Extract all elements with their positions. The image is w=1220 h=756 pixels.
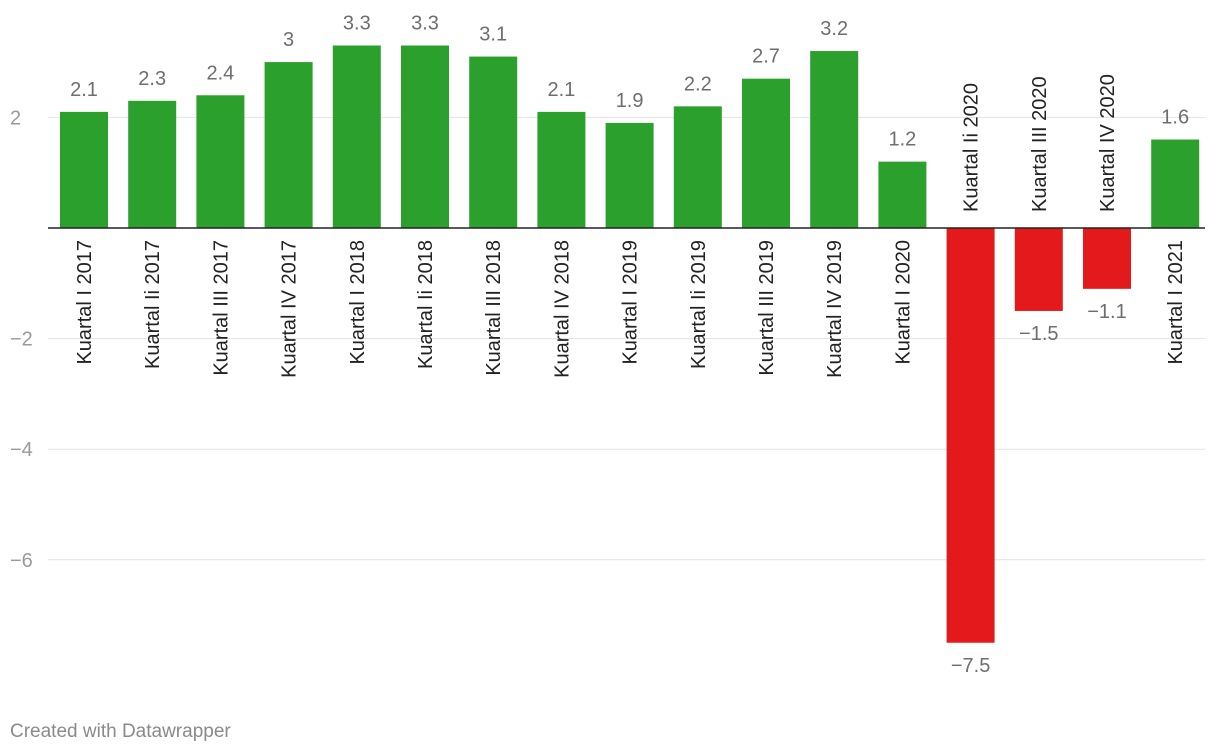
bar [673, 106, 722, 228]
value-label: 3.3 [343, 13, 371, 35]
category-label: Kuartal III 2020 [1029, 76, 1051, 212]
grid-layer: 2 −2 −4 −6 [10, 107, 1205, 572]
value-label: 3.3 [411, 13, 439, 35]
value-label: 2.2 [684, 73, 712, 95]
bar [946, 228, 995, 643]
value-label: 3.2 [820, 18, 848, 40]
y-tick-label: −4 [10, 439, 33, 461]
category-label: Kuartal III 2019 [756, 240, 778, 376]
bar [1083, 228, 1131, 289]
category-label: Kuartal III 2018 [483, 240, 505, 376]
category-label: Kuartal IV 2017 [279, 240, 301, 378]
bar [1014, 228, 1063, 311]
category-label: Kuartal III 2017 [210, 240, 232, 376]
category-label: Kuartal I 2017 [74, 240, 96, 365]
value-label: −1.1 [1087, 301, 1126, 323]
y-tick-label: −2 [10, 329, 33, 351]
bar [128, 100, 177, 228]
category-label: Kuartal I 2020 [892, 240, 914, 365]
category-label: Kuartal Ii 2017 [142, 240, 164, 369]
value-label: 2.3 [138, 68, 166, 90]
bar [196, 95, 245, 228]
category-label: Kuartal IV 2019 [824, 240, 846, 378]
bar [332, 45, 381, 229]
value-label: −7.5 [951, 655, 990, 677]
bar-layer [48, 45, 1205, 643]
category-label: Kuartal IV 2020 [1097, 74, 1119, 212]
value-label: 2.1 [547, 79, 575, 101]
bar [469, 56, 518, 228]
label-layer: 2.1 Kuartal I 2017 2.3 Kuartal Ii 2017 2.4 Ku… [70, 13, 1189, 677]
value-label: 1.2 [888, 129, 916, 151]
bar [60, 111, 108, 228]
bar [605, 122, 654, 228]
value-label: 2.7 [752, 46, 780, 68]
value-label: 2.1 [70, 79, 98, 101]
value-label: 1.9 [616, 90, 644, 112]
value-label: 2.4 [206, 62, 234, 84]
category-label: Kuartal I 2018 [347, 240, 369, 365]
y-tick-label: −6 [10, 550, 33, 572]
category-label: Kuartal I 2019 [620, 240, 642, 365]
footer-credit: Created with Datawrapper [10, 721, 231, 742]
bar [878, 161, 927, 228]
category-label: Kuartal Ii 2019 [688, 240, 710, 369]
bar [742, 78, 790, 228]
value-label: 3.1 [479, 24, 507, 46]
category-label: Kuartal I 2021 [1165, 240, 1187, 365]
bar-chart: 2 −2 −4 −6 2.1 Kuartal I 2017 2.3 Kuartal Ii 2… [10, 13, 1205, 677]
bar [810, 51, 859, 228]
value-label: 3 [283, 29, 294, 51]
category-label: Kuartal IV 2018 [551, 240, 573, 378]
y-tick-label: 2 [10, 107, 21, 129]
bar [1151, 139, 1200, 228]
category-label: Kuartal Ii 2020 [961, 83, 983, 212]
bar [537, 111, 586, 228]
category-label: Kuartal Ii 2018 [415, 240, 437, 369]
bar [264, 62, 313, 228]
value-label: −1.5 [1019, 323, 1058, 345]
value-label: 1.6 [1161, 107, 1189, 129]
bar [401, 45, 449, 229]
